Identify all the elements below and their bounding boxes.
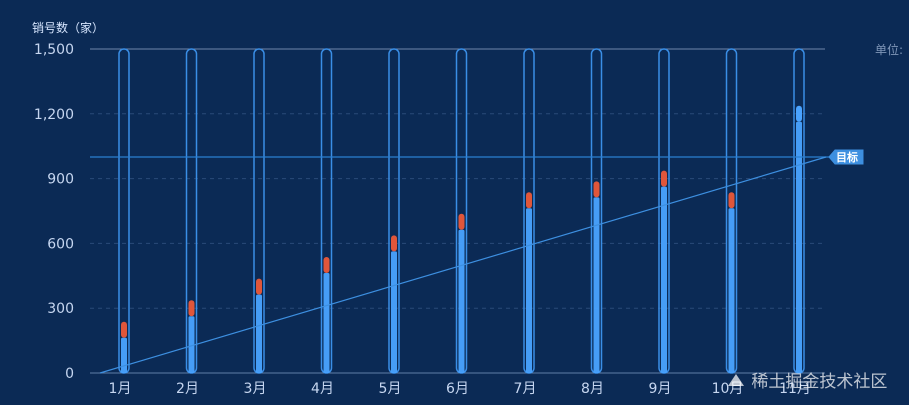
- bar: [256, 294, 262, 373]
- bar: [323, 273, 330, 373]
- value-marker: [256, 278, 262, 295]
- x-tick-label: 5月: [379, 381, 402, 397]
- y-tick-label: 1,200: [34, 107, 74, 123]
- x-tick-label: 6月: [446, 381, 469, 397]
- value-marker: [323, 257, 330, 273]
- x-tick-label: 7月: [514, 381, 537, 397]
- x-tick-label: 1月: [109, 381, 132, 397]
- y-tick-label: 900: [47, 172, 74, 188]
- x-tick-label: 11月: [779, 381, 811, 397]
- value-marker: [526, 192, 532, 209]
- x-tick-label: 2月: [176, 381, 199, 397]
- x-tick-label: 8月: [581, 381, 604, 397]
- y-tick-label: 0: [65, 366, 74, 382]
- y-tick-label: 1,500: [34, 42, 74, 58]
- bar: [593, 197, 600, 373]
- unit-label: 单位:: [875, 43, 904, 57]
- y-tick-label: 600: [47, 236, 74, 252]
- watermark-logo-icon: [728, 374, 744, 386]
- value-marker: [728, 192, 735, 209]
- value-marker: [796, 105, 802, 122]
- target-label: 目标: [836, 150, 858, 164]
- value-marker: [661, 170, 667, 187]
- bar: [391, 251, 397, 373]
- bar: [661, 186, 667, 373]
- bar: [458, 229, 465, 373]
- value-marker: [188, 300, 195, 317]
- target-badge: [828, 149, 864, 165]
- y-tick-label: 300: [47, 301, 74, 317]
- x-tick-label: 4月: [311, 381, 334, 397]
- value-marker: [391, 235, 397, 252]
- x-tick-label: 3月: [244, 381, 267, 397]
- y-axis-title: 销号数（家）: [32, 21, 105, 35]
- trend-line: [99, 156, 827, 374]
- value-marker: [121, 321, 127, 338]
- value-marker: [458, 213, 465, 230]
- value-marker: [593, 181, 600, 198]
- bar: [188, 316, 195, 373]
- bar: [728, 208, 735, 373]
- watermark: 稀土掘金技术社区: [728, 367, 887, 392]
- bar: [796, 121, 802, 373]
- bar: [526, 208, 532, 373]
- bar: [121, 337, 127, 373]
- watermark-text: 稀土掘金技术社区: [751, 372, 888, 392]
- x-tick-label: 9月: [649, 381, 672, 397]
